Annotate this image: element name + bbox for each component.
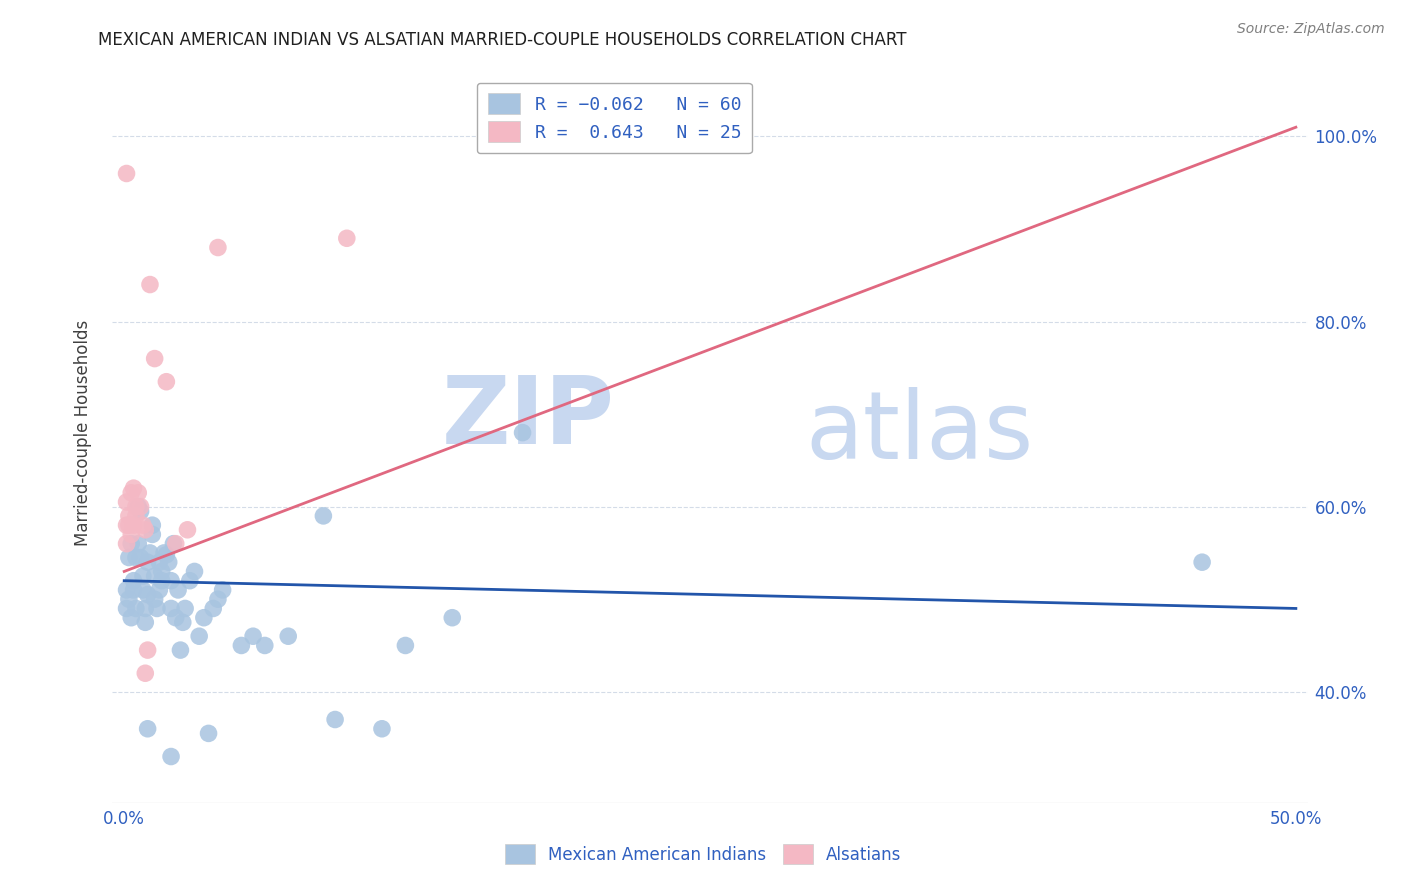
Point — [125, 601, 148, 615]
Point — [143, 569, 166, 583]
Point — [125, 550, 148, 565]
Point — [336, 231, 359, 245]
Point — [120, 611, 142, 625]
Legend: R = −0.062   N = 60, R =  0.643   N = 25: R = −0.062 N = 60, R = 0.643 N = 25 — [477, 83, 752, 153]
Point — [134, 666, 156, 681]
Point — [371, 722, 394, 736]
Point — [132, 569, 155, 583]
Point — [169, 643, 191, 657]
Point — [253, 639, 276, 653]
Point — [146, 601, 169, 615]
Point — [122, 481, 145, 495]
Point — [134, 523, 156, 537]
Point — [143, 592, 166, 607]
Point — [160, 601, 183, 615]
Point — [115, 536, 138, 550]
Y-axis label: Married-couple Households: Married-couple Households — [73, 319, 91, 546]
Point — [120, 527, 142, 541]
Point — [115, 518, 138, 533]
Point — [165, 536, 187, 550]
Point — [122, 518, 145, 533]
Point — [242, 629, 264, 643]
Point — [118, 550, 141, 565]
Point — [277, 629, 299, 643]
Point — [148, 555, 170, 569]
Point — [136, 722, 159, 736]
Point — [139, 546, 162, 560]
Point — [115, 166, 138, 180]
Point — [118, 508, 141, 523]
Point — [165, 611, 187, 625]
Point — [174, 601, 197, 615]
Point — [394, 639, 416, 653]
Point — [132, 582, 155, 597]
Point — [160, 574, 183, 588]
Point — [162, 536, 184, 550]
Point — [129, 550, 152, 565]
Point — [207, 592, 229, 607]
Text: Source: ZipAtlas.com: Source: ZipAtlas.com — [1237, 22, 1385, 37]
Point — [312, 508, 335, 523]
Point — [150, 574, 173, 588]
Point — [136, 555, 159, 569]
Point — [143, 351, 166, 366]
Point — [115, 601, 138, 615]
Point — [176, 523, 198, 537]
Point — [127, 485, 149, 500]
Point — [157, 555, 180, 569]
Point — [118, 518, 141, 533]
Point — [134, 615, 156, 630]
Point — [1191, 555, 1213, 569]
Point — [129, 504, 152, 518]
Text: ZIP: ZIP — [441, 372, 614, 464]
Point — [172, 615, 194, 630]
Point — [183, 565, 205, 579]
Point — [125, 500, 148, 514]
Point — [323, 713, 346, 727]
Point — [120, 485, 142, 500]
Text: atlas: atlas — [806, 386, 1033, 479]
Legend: Mexican American Indians, Alsatians: Mexican American Indians, Alsatians — [498, 838, 908, 871]
Point — [115, 495, 138, 509]
Point — [120, 536, 142, 550]
Point — [211, 582, 233, 597]
Point — [188, 629, 211, 643]
Point — [141, 527, 163, 541]
Point — [122, 582, 145, 597]
Point — [115, 582, 138, 597]
Point — [197, 726, 219, 740]
Point — [153, 546, 176, 560]
Point — [127, 536, 149, 550]
Point — [512, 425, 534, 440]
Point — [127, 500, 149, 514]
Point — [129, 500, 152, 514]
Point — [136, 588, 159, 602]
Point — [148, 582, 170, 597]
Point — [207, 240, 229, 255]
Point — [160, 749, 183, 764]
Point — [231, 639, 253, 653]
Point — [125, 508, 148, 523]
Point — [122, 574, 145, 588]
Point — [141, 518, 163, 533]
Point — [134, 601, 156, 615]
Point — [202, 601, 225, 615]
Point — [179, 574, 201, 588]
Point — [150, 565, 173, 579]
Point — [167, 582, 190, 597]
Point — [441, 611, 464, 625]
Point — [155, 548, 177, 562]
Point — [132, 518, 155, 533]
Point — [118, 592, 141, 607]
Point — [193, 611, 215, 625]
Point — [136, 643, 159, 657]
Point — [155, 375, 177, 389]
Point — [139, 277, 162, 292]
Text: MEXICAN AMERICAN INDIAN VS ALSATIAN MARRIED-COUPLE HOUSEHOLDS CORRELATION CHART: MEXICAN AMERICAN INDIAN VS ALSATIAN MARR… — [98, 31, 907, 49]
